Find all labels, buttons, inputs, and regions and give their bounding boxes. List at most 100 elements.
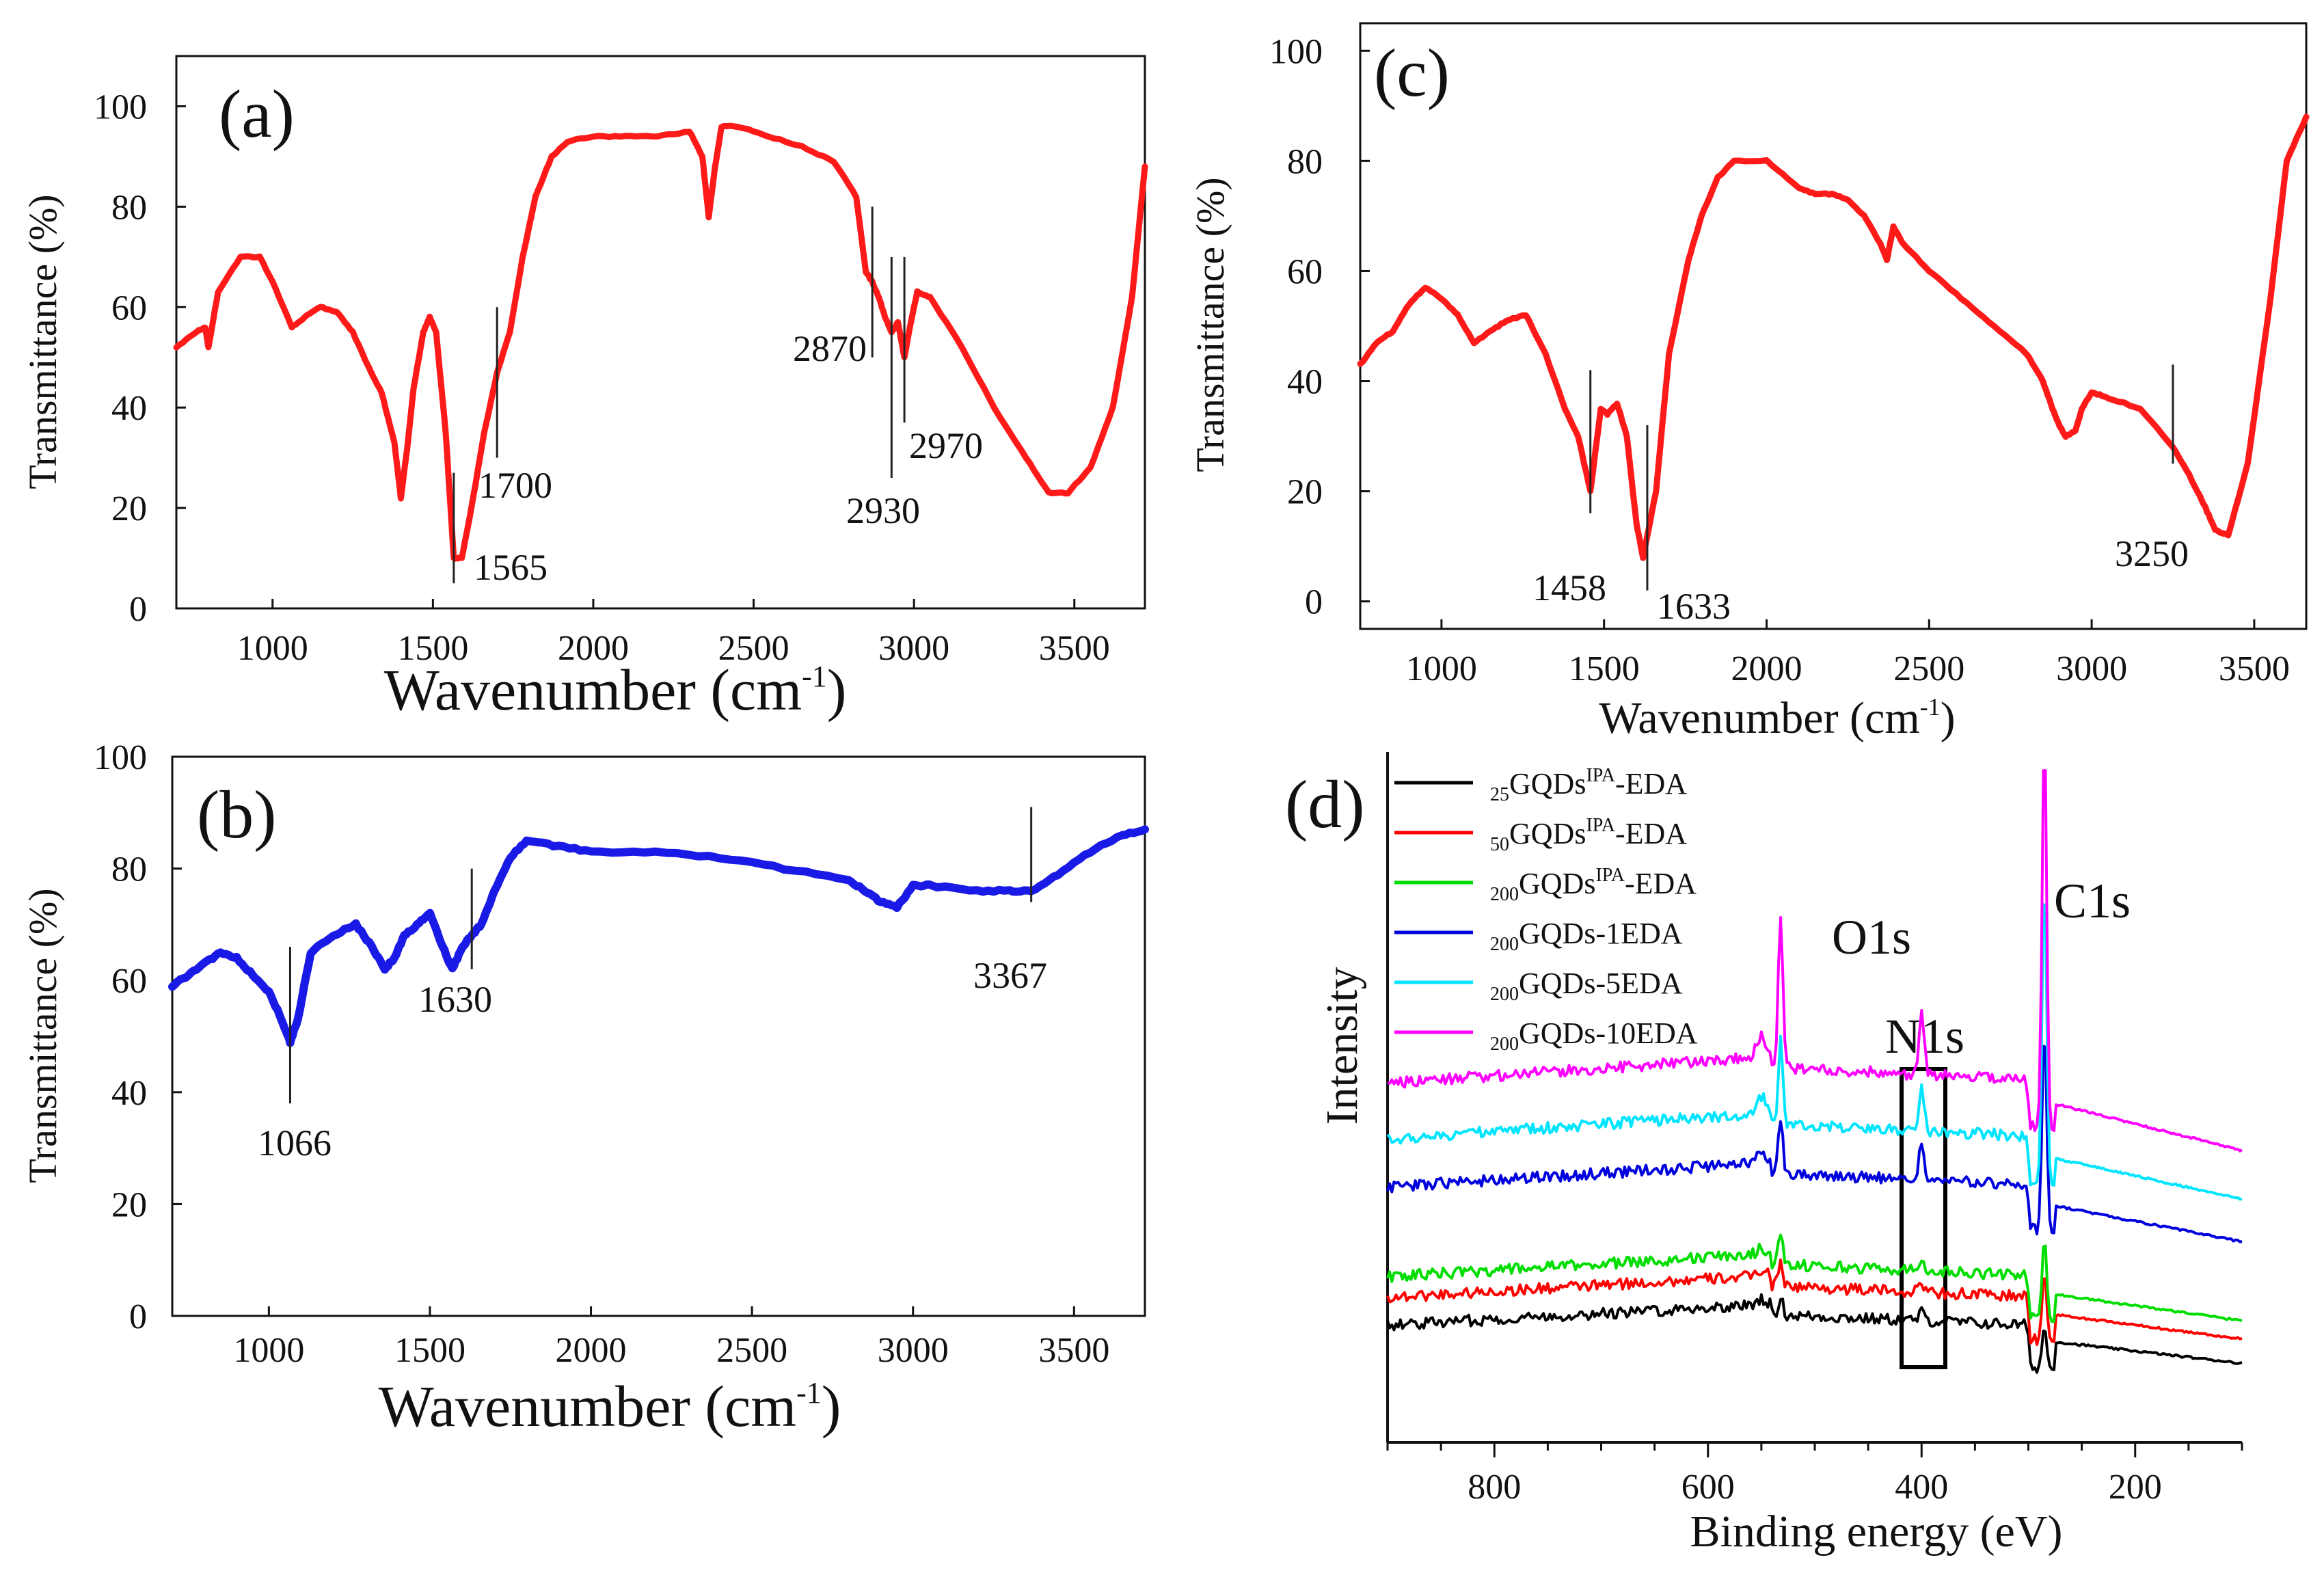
panel-a-ytick-label: 100: [94, 88, 147, 126]
legend-main: GQDs: [1509, 767, 1586, 800]
legend-subscript: 200: [1490, 884, 1519, 905]
panel-c-annotation-label: 1458: [1532, 567, 1606, 608]
panel-a-xlabel: Wavenumber (cm-1): [384, 657, 847, 723]
panel-a-frame: [175, 55, 1146, 610]
panel-d-xlabel: Binding energy (eV): [1690, 1507, 2063, 1557]
panel-c-ytick-label: 20: [1287, 473, 1323, 512]
panel-d-legend-label: 50GQDsIPA-EDA: [1490, 815, 1687, 855]
panel-b-ytick-label: 60: [111, 962, 147, 1001]
panel-d-legend-label: 200GQDs-5EDA: [1490, 967, 1683, 1005]
panel-a-xtick-label: 2000: [558, 629, 629, 668]
legend-main: GQDs-1EDA: [1519, 917, 1683, 950]
panel-b-ytick-label: 0: [129, 1297, 147, 1336]
panel-d-xtick-label: 800: [1468, 1468, 1521, 1507]
panel-d-series-line: [1386, 1258, 2243, 1346]
panel-b-ytick-label: 40: [111, 1074, 147, 1113]
panel-a-xtick-label: 2500: [718, 629, 789, 668]
panel-d-legend-label: 200GQDs-1EDA: [1490, 917, 1683, 955]
legend-subscript: 50: [1490, 834, 1509, 855]
panel-b-xtick-label: 2500: [716, 1331, 787, 1370]
panel-d-legend-label: 200GQDsIPA-EDA: [1490, 865, 1697, 905]
legend-subscript: 200: [1490, 984, 1519, 1005]
panel-a-annotation-label: 2970: [909, 425, 983, 466]
panel-d-xtick-label: 600: [1681, 1468, 1735, 1507]
panel-a-ylabel: Transmittance (%): [21, 194, 65, 489]
legend-superscript: IPA: [1586, 815, 1615, 836]
panel-c-ytick-label: 100: [1269, 32, 1323, 71]
panel-b-annotation-label: 3367: [973, 955, 1047, 996]
panel-c-annotation-label: 1633: [1657, 586, 1731, 627]
panel-d-xtick-label: 400: [1895, 1468, 1948, 1507]
panel-c-xlabel: Wavenumber (cm-1): [1599, 693, 1955, 743]
panel-d-series-line: [1387, 769, 2243, 1153]
panel-b-frame: [171, 755, 1146, 1317]
panel-c-xtick-label: 1500: [1569, 649, 1640, 688]
panel-a-ytick-label: 40: [111, 389, 147, 428]
panel-c-xtick-label: 3000: [2056, 649, 2127, 688]
panel-a-annotation-label: 2870: [793, 328, 867, 369]
legend-subscript: 200: [1490, 1034, 1519, 1055]
panel-b-label: (b): [197, 777, 277, 852]
panel-a-ytick-label: 0: [129, 590, 147, 629]
panel-a-xtick-label: 1500: [397, 629, 468, 668]
panel-b-xtick-label: 1000: [233, 1331, 304, 1370]
panel-b-ylabel: Transmittance (%): [21, 888, 65, 1183]
panel-a-annotation-label: 1700: [478, 465, 552, 506]
panel-d-series-line: [1386, 903, 2243, 1201]
panel-b-xtick-label: 2000: [556, 1331, 627, 1370]
legend-main: GQDs-10EDA: [1519, 1017, 1698, 1050]
panel-a-ytick-label: 20: [111, 489, 147, 528]
legend-subscript: 200: [1490, 934, 1519, 955]
panel-c-frame: [1359, 22, 2308, 630]
panel-c-ytick-label: 40: [1287, 363, 1323, 402]
panel-d-series-line: [1386, 1293, 2243, 1374]
panel-b-annotation-label: 1066: [258, 1122, 332, 1163]
legend-tail: -EDA: [1615, 767, 1687, 800]
panel-b-annotation-label: 1630: [418, 979, 492, 1020]
panel-a-label: (a): [219, 76, 295, 152]
legend-main: GQDs-5EDA: [1519, 967, 1683, 1000]
panel-a-ytick-label: 60: [111, 288, 147, 327]
panel-c-label: (c): [1374, 35, 1450, 111]
panel-c-xtick-label: 1000: [1406, 649, 1477, 688]
panel-a-xtick-label: 3000: [878, 629, 949, 668]
panel-c-xtick-label: 3500: [2219, 649, 2290, 688]
legend-superscript: IPA: [1595, 865, 1625, 886]
panel-c-ytick-label: 80: [1287, 142, 1323, 181]
panel-c-series-line: [1357, 113, 2310, 561]
panel-c-xtick-label: 2500: [1893, 649, 1964, 688]
legend-superscript: IPA: [1586, 765, 1615, 786]
panel-c-xtick-label: 2000: [1731, 649, 1802, 688]
panel-d: (d) Intensity Binding energy (eV) O1s N1…: [1285, 752, 2243, 1557]
panel-d-xtick-label: 200: [2109, 1468, 2162, 1507]
peak-label-o1s: O1s: [1832, 910, 1911, 965]
n1s-highlight-box: [1900, 1067, 1947, 1369]
panel-b-xtick-label: 3000: [878, 1331, 949, 1370]
panel-a-series-line: [173, 122, 1148, 562]
legend-subscript: 25: [1490, 784, 1509, 805]
panel-b-ytick-label: 80: [111, 850, 147, 889]
panel-d-series-line: [1386, 1045, 2243, 1243]
panel-a-annotation-label: 1565: [474, 547, 548, 588]
panel-c-ylabel: Transmittance (%): [1188, 177, 1232, 472]
panel-d-legend-label: 25GQDsIPA-EDA: [1490, 765, 1687, 805]
panel-d-ylabel: Intensity: [1317, 967, 1367, 1125]
legend-tail: -EDA: [1615, 817, 1687, 850]
panel-c-ytick-label: 0: [1305, 583, 1323, 622]
panel-b-xlabel: Wavenumber (cm-1): [379, 1373, 841, 1439]
legend-main: GQDs: [1519, 867, 1595, 900]
panel-d-series-line: [1386, 1233, 2243, 1323]
panel-b-ytick-label: 20: [111, 1185, 147, 1224]
panel-a-annotation-label: 2930: [846, 490, 920, 531]
panel-b-ytick-label: 100: [94, 738, 147, 777]
panel-a: (a) Transmittance (%) Wavenumber (cm-1) …: [21, 55, 1148, 723]
panel-b-xtick-label: 3500: [1038, 1331, 1109, 1370]
panel-a-xtick-label: 3500: [1039, 629, 1110, 668]
panel-c-annotation-label: 3250: [2115, 533, 2189, 574]
panel-a-xtick-label: 1000: [237, 629, 308, 668]
legend-tail: -EDA: [1625, 867, 1697, 900]
panel-b: (b) Transmittance (%) Wavenumber (cm-1) …: [21, 738, 1149, 1439]
legend-main: GQDs: [1509, 817, 1586, 850]
peak-label-c1s: C1s: [2054, 874, 2131, 928]
